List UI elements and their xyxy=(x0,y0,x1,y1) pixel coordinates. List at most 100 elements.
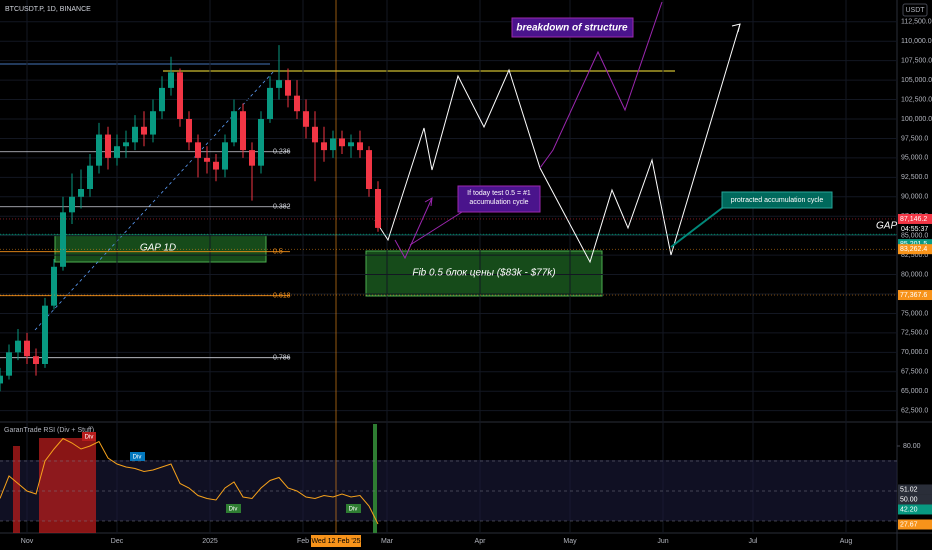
price-tag xyxy=(898,484,932,495)
price-tag xyxy=(898,244,932,255)
candle-body xyxy=(42,305,48,364)
crosshair-tag xyxy=(311,535,361,547)
test-box-text: If today test 0.5 = #1 accumulation cycl… xyxy=(467,190,531,206)
y-tick-label: 95,000.0 xyxy=(901,155,928,162)
breakdown-box xyxy=(511,17,634,38)
price-tag xyxy=(898,494,932,505)
div-tag xyxy=(226,504,241,513)
candle-body xyxy=(6,352,12,376)
candle-body xyxy=(51,266,57,306)
candle-body xyxy=(195,142,201,158)
price-tag-label: 42.20 xyxy=(900,506,918,513)
candle-body xyxy=(303,111,309,127)
gap-box xyxy=(54,234,267,263)
fib-level-label: 0.618 xyxy=(273,293,291,300)
y-tick-label: 107,500.0 xyxy=(901,58,932,65)
candle-body xyxy=(294,95,300,112)
candle-body xyxy=(105,134,111,158)
currency: USDT xyxy=(905,7,925,14)
candle-body xyxy=(222,142,228,170)
candle-body xyxy=(159,87,165,112)
candle-body xyxy=(321,142,327,151)
candle-body xyxy=(276,80,282,88)
price-tag-label: 77,367.6 xyxy=(900,292,927,299)
candle-body xyxy=(330,138,336,151)
candle-body xyxy=(0,375,3,384)
candle-body xyxy=(141,126,147,135)
test-path xyxy=(394,197,433,260)
projection-path xyxy=(374,23,741,264)
arrow-head xyxy=(424,197,433,207)
x-tick-label: Feb xyxy=(297,538,309,545)
y-tick-label: 72,500.0 xyxy=(901,330,928,337)
y-tick-label: 105,000.0 xyxy=(901,77,932,84)
under-layer xyxy=(0,0,897,533)
callout-pointer xyxy=(409,211,463,246)
candle-body xyxy=(33,356,39,364)
fib-level-label: 0.786 xyxy=(273,355,291,362)
y-tick-label: 110,000.0 xyxy=(901,38,932,45)
candle-body xyxy=(15,340,21,353)
protracted-label: protracted accumulation cycle xyxy=(731,197,824,204)
candle-body xyxy=(231,111,237,143)
candle-body xyxy=(96,134,102,166)
candle-body xyxy=(168,72,174,88)
candle-body xyxy=(339,138,345,147)
protracted-box xyxy=(721,191,833,209)
x-tick-label: 2025 xyxy=(202,538,218,545)
candle-body xyxy=(285,80,291,96)
currency-box xyxy=(902,3,928,17)
candle-body xyxy=(213,161,219,170)
y-tick-label: 90,000.0 xyxy=(901,194,928,201)
x-tick-label: May xyxy=(563,538,577,545)
y-tick-label: 112,500.0 xyxy=(901,19,932,26)
candle-body xyxy=(78,189,84,197)
gap-label: GAP 1D xyxy=(140,243,176,254)
price-tag-label: 51.02 xyxy=(900,486,918,493)
price-tag-label: 87,146.2 xyxy=(900,216,927,223)
price-tag xyxy=(898,504,932,515)
y-tick-label: 82,500.0 xyxy=(901,252,928,259)
div-label: Div xyxy=(133,455,142,461)
candle-body xyxy=(69,196,75,213)
div-tag xyxy=(346,504,361,513)
candle-body xyxy=(186,119,192,143)
div-label: Div xyxy=(229,507,238,513)
candle-body xyxy=(177,72,183,119)
countdown: 04:55:37 xyxy=(901,226,928,233)
candle-body xyxy=(357,142,363,151)
y-tick-label: 75,000.0 xyxy=(901,310,928,317)
candle-body xyxy=(312,126,318,143)
crosshair-label: Wed 12 Feb '25 xyxy=(311,538,360,545)
price-tag-label: 83,262.4 xyxy=(900,246,927,253)
price-tag-label: 50.00 xyxy=(900,496,918,503)
rsi-title: GaranTrade RSI (Div + Stuff) xyxy=(4,427,94,434)
candle-body xyxy=(114,146,120,158)
candle-body xyxy=(150,111,156,135)
x-tick-label: Dec xyxy=(111,538,124,545)
candle-body xyxy=(258,119,264,166)
breakdown-label: breakdown of structure xyxy=(516,23,628,34)
y-tick-label: 80,000.0 xyxy=(901,271,928,278)
candle-body xyxy=(375,189,381,228)
candle-body xyxy=(267,87,273,119)
y-tick-label: 67,500.0 xyxy=(901,369,928,376)
y-tick-label: 80.00 xyxy=(903,443,921,450)
candle-body xyxy=(366,150,372,189)
div-tags: Div Div Div Div xyxy=(82,432,361,513)
breakdown-path xyxy=(539,1,663,169)
price-tag xyxy=(898,239,932,250)
rsi-signal-bar xyxy=(373,424,377,533)
y-tick-label: 62,500.0 xyxy=(901,408,928,415)
x-tick-label: Mar xyxy=(381,538,394,545)
rsi-zone xyxy=(13,446,20,533)
x-tick-label: Aug xyxy=(840,538,853,545)
x-tick-label: Apr xyxy=(475,538,487,545)
price-tag xyxy=(898,290,932,301)
y-tick-label: 102,500.0 xyxy=(901,96,932,103)
price-tag xyxy=(898,213,932,224)
div-tag xyxy=(130,452,145,461)
gap-text: GAP xyxy=(876,221,897,232)
x-tick-label: Jun xyxy=(657,538,668,545)
rsi-zone xyxy=(39,438,96,533)
